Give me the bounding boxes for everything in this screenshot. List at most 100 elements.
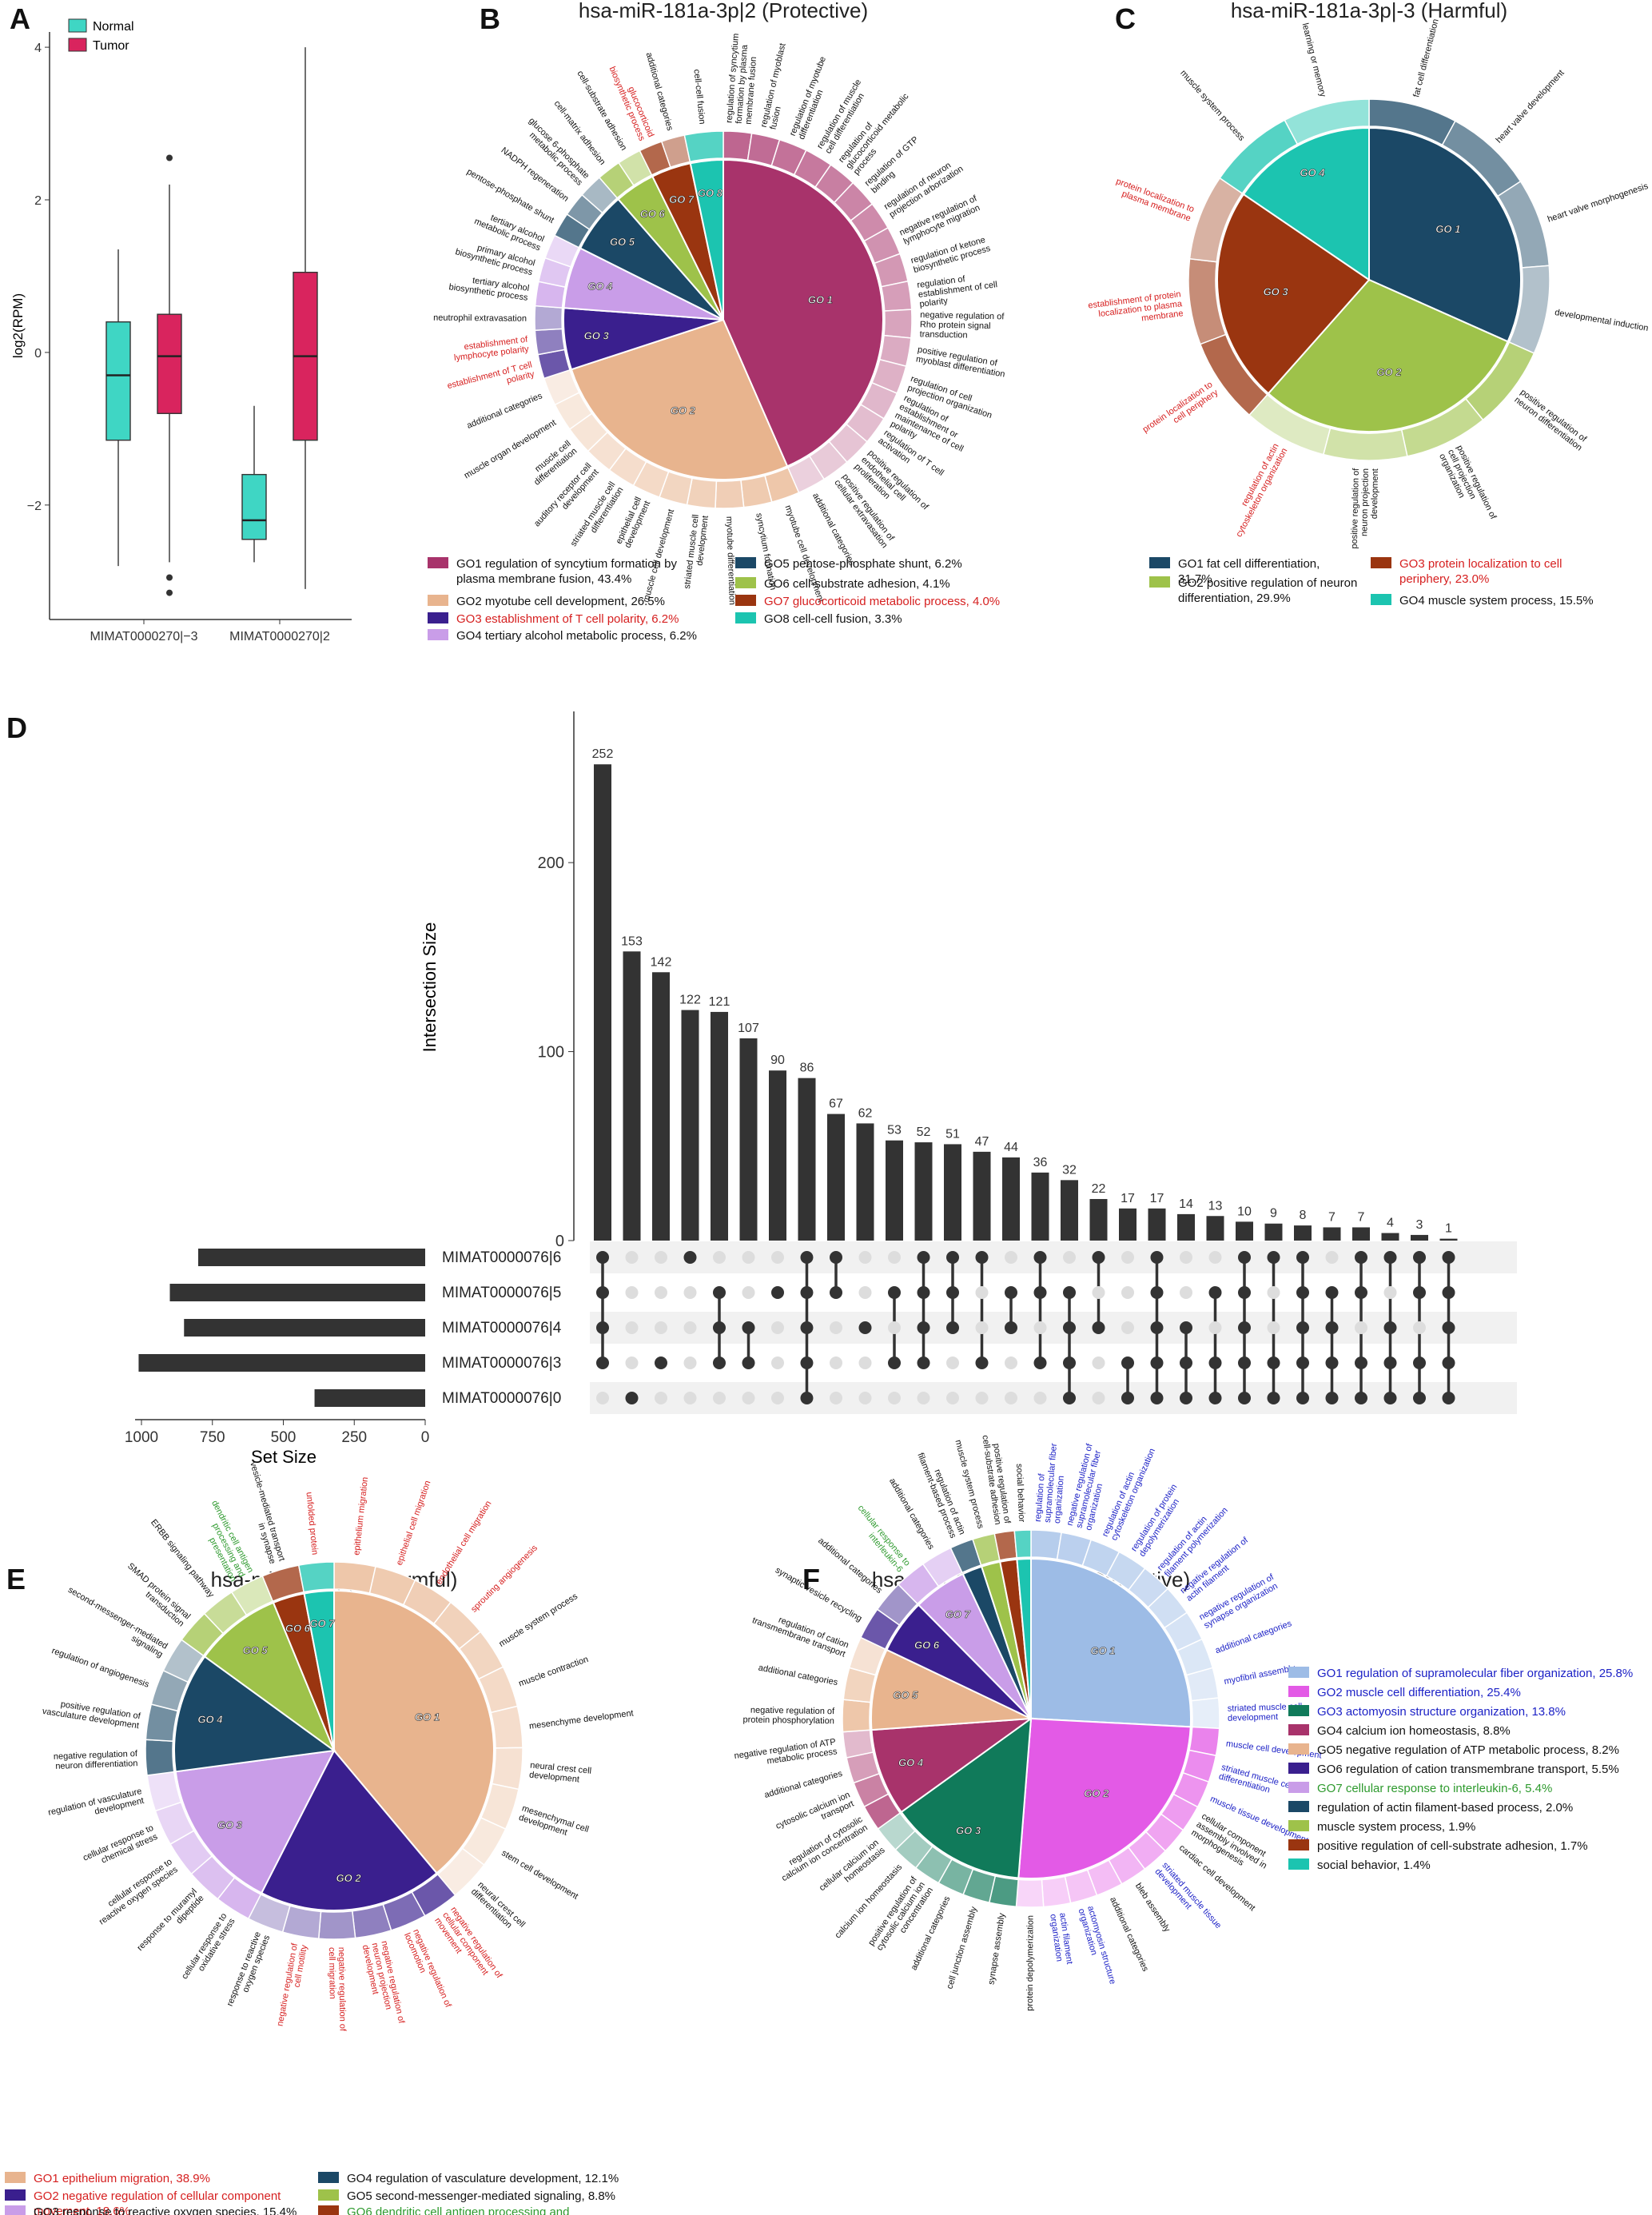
matrix-dot-on (917, 1286, 930, 1299)
legend-swatch (1288, 1782, 1309, 1793)
intersection-bar (944, 1144, 961, 1241)
matrix-dot-on (1413, 1251, 1426, 1264)
matrix-dot-on (946, 1251, 959, 1264)
pie-slice-go2 (1017, 1717, 1192, 1879)
ring-term-line: unfolded protein (304, 1492, 319, 1556)
legend-line: GO1 epithelium migration, 38.9% (34, 2172, 210, 2185)
ring-term-label: striated muscle celldifferentiation (1218, 1763, 1296, 1801)
matrix-dot-off (655, 1286, 667, 1299)
matrix-dot-off (771, 1392, 784, 1404)
pie-slice-go3 (1216, 193, 1371, 395)
pie-slice-label: GO 5 (610, 236, 635, 248)
matrix-dot-off (1355, 1321, 1367, 1334)
matrix-dot-on (917, 1251, 930, 1264)
ring-term-label: negative regulation ofcell motility (276, 1942, 310, 2029)
ring-term-label: regulation of syncytiumformation by plas… (725, 33, 761, 125)
matrix-dot-on (1267, 1251, 1280, 1264)
set-name: MIMAT0000076|0 (442, 1390, 561, 1407)
legend-swatch-normal (68, 18, 87, 33)
ring-segment (1030, 1529, 1062, 1560)
legend-label: GO7 cellular response to interleukin-6, … (1317, 1782, 1552, 1795)
ring-term-label: bleb assembly (1133, 1882, 1172, 1934)
pie-slice-label: GO 3 (1264, 286, 1289, 298)
ring-term-line: additional categories (1108, 1896, 1150, 1974)
matrix-dot-off (1121, 1286, 1134, 1299)
intersection-bar (914, 1142, 933, 1241)
ring-term-label: positive regulation ofcell-substrate adh… (980, 1433, 1012, 1526)
legend-label: GO6 cell-substrate adhesion, 4.1% (764, 577, 950, 591)
legend-line: GO6 dendritic cell antigen processing an… (347, 2205, 570, 2215)
set-size-tick-label: 1000 (125, 1429, 158, 1446)
matrix-dot-on (888, 1286, 901, 1299)
set-size-bar (169, 1284, 425, 1301)
matrix-dot-off (858, 1251, 872, 1264)
legend-swatch (1288, 1801, 1309, 1812)
matrix-row-band (590, 1241, 1517, 1273)
ring-term-label: cellular response tointerleukin-6 (848, 1504, 912, 1575)
ring-term-label: protein localization tocell periphery (1141, 380, 1220, 443)
panel-label-a: A (10, 2, 30, 35)
intersection-value: 252 (592, 747, 614, 761)
intersection-value: 17 (1150, 1192, 1164, 1205)
ring-term-label: protein depolymerization (1025, 1915, 1036, 2011)
ring-term-label: positive regulation ofneuron projectiond… (1350, 468, 1380, 550)
matrix-dot-on (1033, 1286, 1047, 1299)
ring-term-line: epithelium migration (352, 1476, 370, 1556)
legend-swatch (1288, 1743, 1309, 1755)
intersection-bar (1381, 1233, 1399, 1241)
intersection-value: 10 (1237, 1205, 1252, 1218)
ring-term-label: cellular response tochemical stress (82, 1823, 159, 1872)
intersection-bar (1206, 1216, 1224, 1241)
intersection-value: 1 (1445, 1222, 1452, 1236)
ring-segment (1284, 98, 1370, 145)
matrix-dot-off (683, 1286, 697, 1299)
legend-swatch (5, 2189, 26, 2201)
intersection-value: 142 (651, 955, 672, 969)
matrix-dot-on (1442, 1321, 1455, 1334)
matrix-dot-on (1033, 1356, 1047, 1369)
intersection-bar (1439, 1238, 1458, 1241)
legend-swatch (1149, 576, 1170, 588)
matrix-dot-off (1267, 1321, 1280, 1334)
matrix-dot-on (946, 1321, 959, 1334)
pie-slice-go7 (303, 1589, 335, 1751)
pie-slice-go11 (1016, 1557, 1032, 1719)
ring-term-line: transduction (920, 329, 968, 340)
intersection-value: 153 (621, 934, 643, 948)
ring-term-label: regulation of cationtransmembrane transp… (750, 1607, 850, 1659)
legend-label: GO2 myotube cell development, 26.5% (456, 595, 665, 608)
matrix-dot-off (975, 1392, 989, 1404)
intersection-value: 4 (1387, 1217, 1394, 1230)
intersection-value: 47 (975, 1135, 989, 1149)
y-axis-label: Intersection Size (420, 922, 440, 1053)
ring-term-label: establishment of T cellpolarity (446, 360, 535, 400)
set-size-label: Set Size (251, 1447, 316, 1467)
matrix-dot-on (742, 1321, 755, 1334)
ring-term-label: mesenchymal celldevelopment (518, 1803, 591, 1843)
pie-slice-go4 (1242, 126, 1370, 281)
legend-label: social behavior, 1.4% (1317, 1858, 1431, 1872)
pie-slice-label: GO 6 (640, 208, 666, 220)
ring-term-label: sprouting angiogenesis (469, 1543, 539, 1614)
ring-term-line: development (1370, 468, 1380, 519)
pie-slice-go3 (174, 1749, 336, 1894)
matrix-dot-off (625, 1251, 639, 1264)
intersection-value: 51 (945, 1127, 960, 1141)
pie-slice-go5 (203, 1601, 336, 1753)
matrix-dot-on (1267, 1392, 1280, 1404)
ring-term-label: regulation of ketonebiosynthetic process (910, 234, 992, 275)
legend-label: GO5 second-messenger-mediated signaling,… (347, 2189, 615, 2203)
ring-segment (723, 130, 753, 161)
panel-label-d: D (6, 711, 27, 744)
intersection-bar (769, 1070, 786, 1241)
y-tick-label: 200 (538, 855, 564, 872)
matrix-dot-on (946, 1286, 959, 1299)
matrix-dot-on (1442, 1392, 1455, 1404)
pie-slice-label: GO 2 (1376, 366, 1402, 378)
ring-term-line: muscle cell development (641, 508, 676, 604)
matrix-dot-on (1208, 1392, 1222, 1404)
ring-term-label: actomyosin structureorganization (1077, 1905, 1118, 1988)
box-outlier (166, 154, 173, 161)
matrix-dot-on (1238, 1286, 1251, 1299)
